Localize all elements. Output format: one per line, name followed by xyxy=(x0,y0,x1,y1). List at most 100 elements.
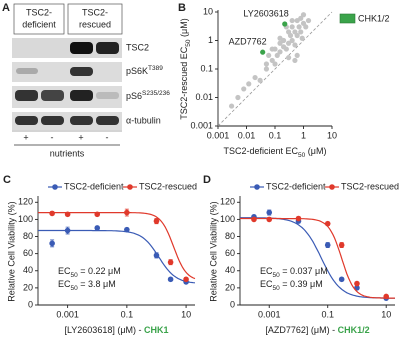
point xyxy=(124,226,130,233)
x-axis-label: [LY2603618] (μM) - CHK1 xyxy=(64,325,168,335)
point xyxy=(277,40,283,46)
annotation-part: EC xyxy=(58,279,71,289)
x-tick-label: 0.1 xyxy=(269,130,282,140)
annotation-sub: 50 xyxy=(273,285,281,292)
y-tick-label: 10 xyxy=(203,6,213,16)
y-tick-label: 0.01 xyxy=(195,92,213,102)
x-axis-label-sub: 50 xyxy=(298,152,306,159)
y-tick-label: 40 xyxy=(23,265,33,275)
point xyxy=(285,40,292,46)
annotation: EC50 = 3.8 μM xyxy=(58,279,116,291)
band xyxy=(70,116,93,125)
point xyxy=(295,215,302,222)
band xyxy=(70,67,93,76)
y-tick-label: 80 xyxy=(225,231,235,241)
row-name: pS6K xyxy=(126,66,148,76)
point xyxy=(269,46,275,52)
point xyxy=(263,66,270,72)
point xyxy=(49,240,55,247)
row-label: TSC2 xyxy=(126,42,149,52)
point xyxy=(292,42,298,48)
legend-label: TSC2-deficient xyxy=(64,181,124,191)
point xyxy=(266,52,272,59)
point xyxy=(285,55,292,61)
annotation-sub: 50 xyxy=(71,285,79,292)
point xyxy=(283,46,289,52)
legend-label: TSC2-deficient xyxy=(266,181,326,191)
legend-swatch xyxy=(339,13,356,24)
annotation-part: = 0.037 μM xyxy=(280,266,328,276)
point-label: AZD7762 xyxy=(229,37,267,47)
point xyxy=(124,209,130,216)
y-tick-label: 0.001 xyxy=(190,120,213,130)
row-label: pS6S235/236 xyxy=(126,90,170,102)
y-tick-label: 60 xyxy=(23,248,33,258)
point xyxy=(246,81,252,87)
panel-label: A xyxy=(2,2,10,14)
band xyxy=(15,90,38,101)
y-axis-label: Relative Cell Viability (%) xyxy=(6,201,16,301)
point xyxy=(303,24,309,30)
point xyxy=(289,17,295,24)
panel-a: A TSC2- deficient TSC2- rescued TSC2 pS6… xyxy=(2,2,170,158)
panel-label: C xyxy=(3,174,11,186)
fit-curve xyxy=(38,212,196,280)
point xyxy=(269,57,275,64)
point xyxy=(260,49,266,55)
annotation-part: = 0.39 μM xyxy=(280,279,323,289)
y-axis-label: TSC2-rescued EC50 (μM) xyxy=(179,18,191,119)
fit-curve xyxy=(38,229,196,284)
point xyxy=(257,77,263,83)
annotation: EC50 = 0.22 μM xyxy=(58,266,121,278)
condition-label: nutrients xyxy=(50,148,85,158)
group-box xyxy=(67,3,123,35)
x-axis-label-part: [LY2603618] (μM) - xyxy=(64,325,144,335)
x-axis-label-target: CHK1/2 xyxy=(338,325,370,335)
point xyxy=(277,49,283,55)
band xyxy=(70,90,93,101)
y-axis-label-part: (μM) xyxy=(179,18,189,39)
annotation-part: = 0.22 μM xyxy=(78,266,121,276)
x-axis-label-target: CHK1 xyxy=(144,325,169,335)
y-tick-label: 0.1 xyxy=(200,63,213,73)
point xyxy=(251,216,257,223)
y-tick-label: 0 xyxy=(28,299,33,309)
annotation-sub: 50 xyxy=(273,272,281,279)
y-axis-label: Relative Cell Viability (%) xyxy=(208,201,218,301)
annotation-part: = 3.8 μM xyxy=(78,279,116,289)
point xyxy=(274,52,280,59)
y-tick-label: 1 xyxy=(208,35,213,45)
point-label: LY2603618 xyxy=(243,8,288,18)
point xyxy=(294,52,300,59)
blot xyxy=(12,112,122,130)
legend-label: TSC2-rescued xyxy=(139,181,197,191)
blot xyxy=(12,38,122,58)
x-tick-label: 0.001 xyxy=(258,309,281,319)
blot xyxy=(12,86,122,108)
point xyxy=(167,276,174,283)
point xyxy=(298,15,304,21)
point xyxy=(289,37,295,44)
legend-marker xyxy=(254,184,260,190)
point xyxy=(94,211,101,218)
annotation-part: EC xyxy=(260,279,273,289)
point xyxy=(272,61,278,67)
legend-label: CHK1/2 xyxy=(358,13,390,23)
row-name: pS6 xyxy=(126,91,142,101)
point xyxy=(292,57,298,64)
point xyxy=(64,227,71,234)
point xyxy=(282,21,288,27)
point xyxy=(266,209,273,216)
point xyxy=(324,242,331,248)
legend-label: TSC2-rescued xyxy=(341,181,399,191)
x-axis-label-part: (μM) xyxy=(305,146,326,156)
band xyxy=(15,116,38,125)
annotation-part: EC xyxy=(260,266,273,276)
point xyxy=(296,24,302,30)
row-label: α-tubulin xyxy=(126,115,161,125)
point xyxy=(235,94,241,101)
x-tick-label: 1 xyxy=(301,130,306,140)
annotation: EC50 = 0.39 μM xyxy=(260,279,323,291)
x-tick-label: 0.001 xyxy=(207,130,230,140)
